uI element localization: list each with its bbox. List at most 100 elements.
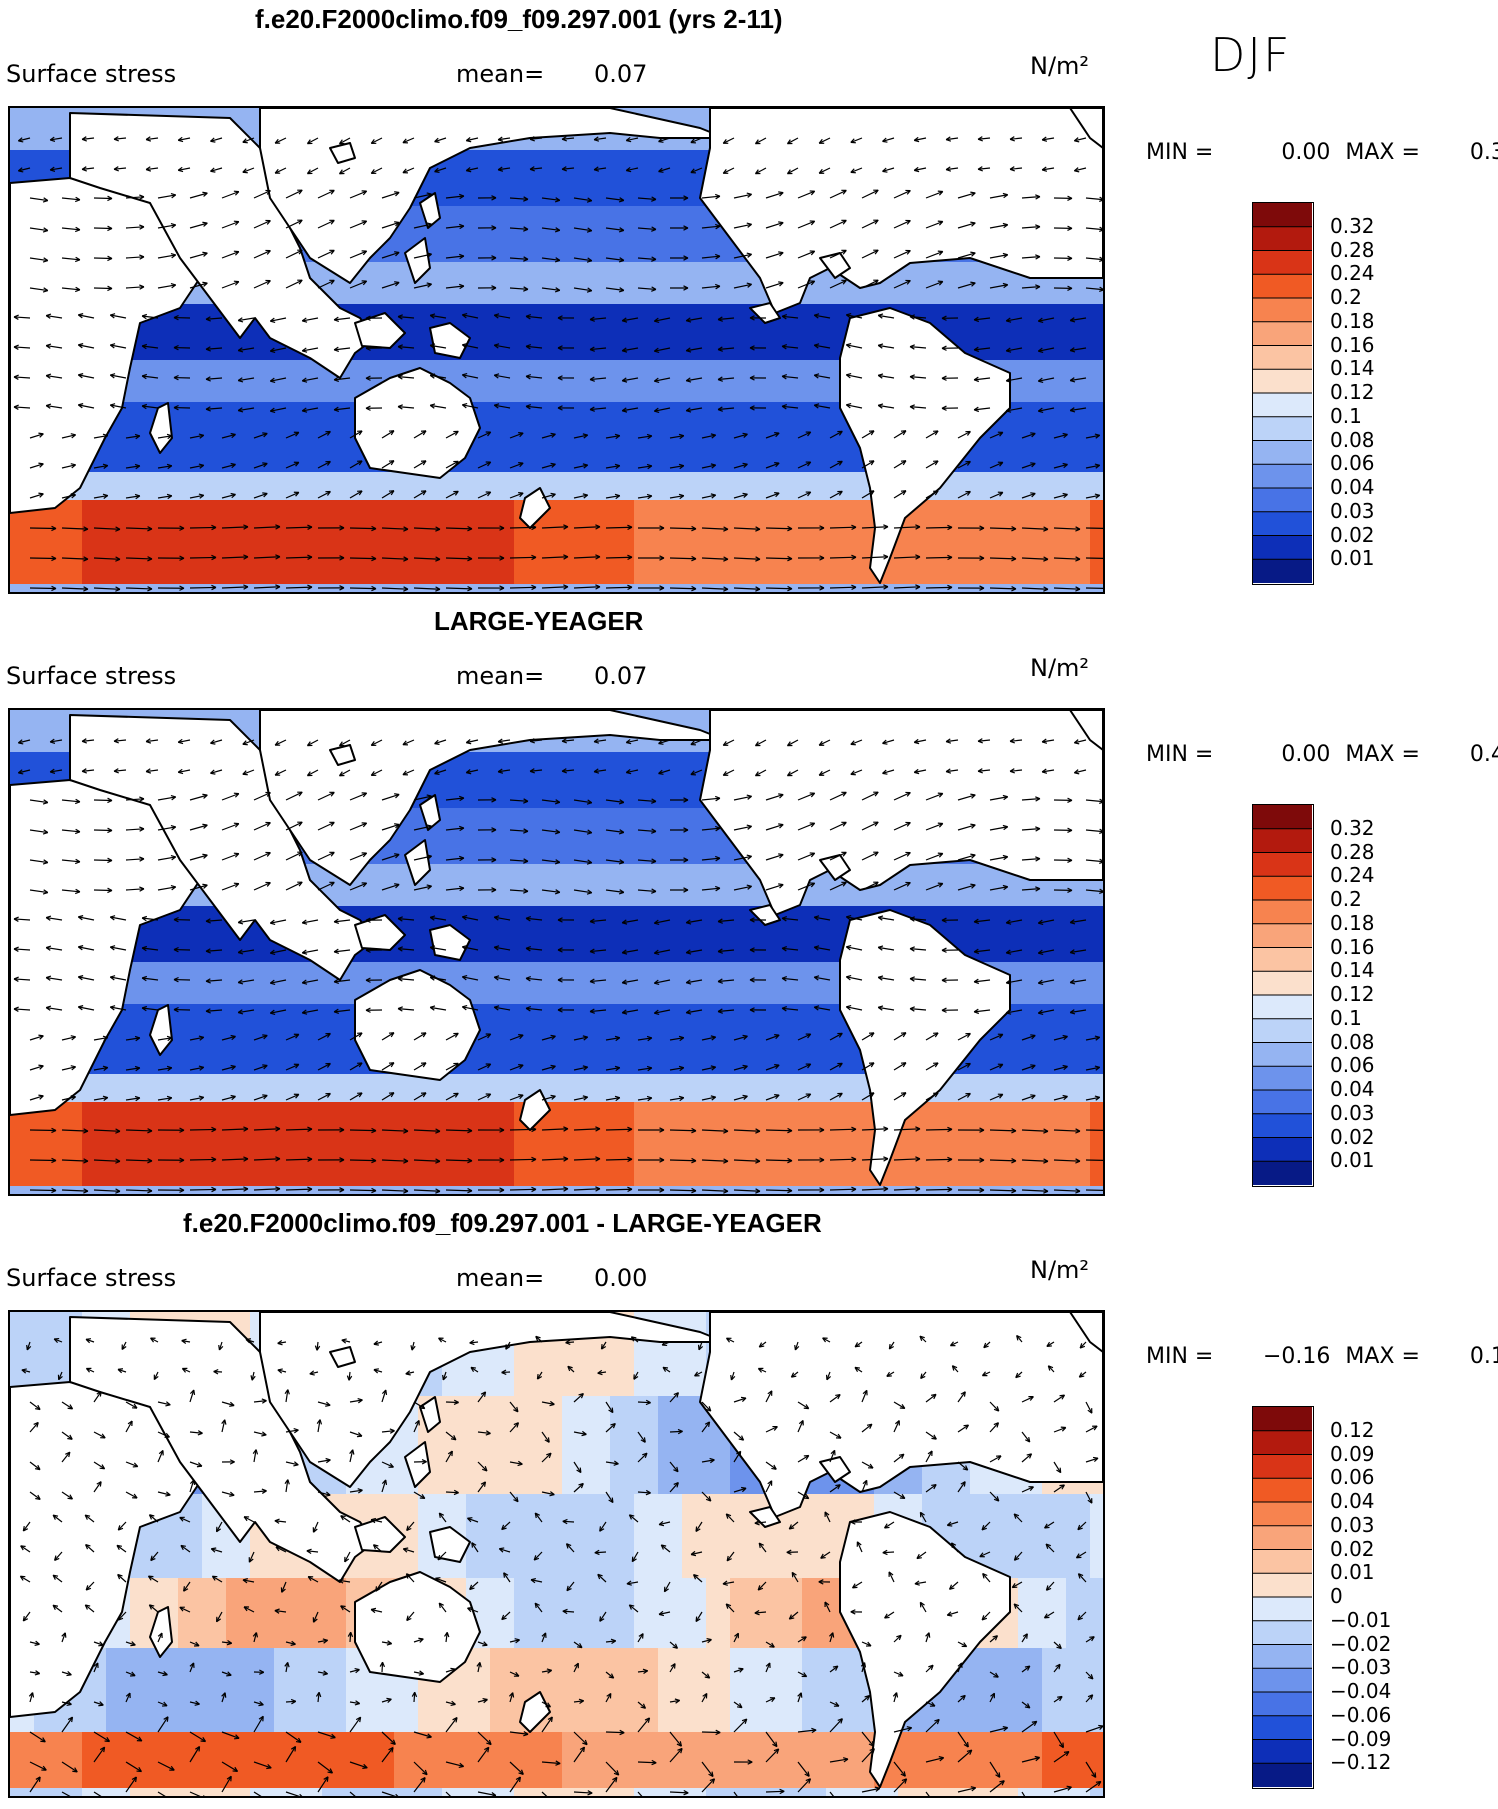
colorbar-tick-label: 0.03 xyxy=(1330,1100,1375,1125)
wind-stress-vector xyxy=(493,975,511,981)
wind-stress-vector xyxy=(1037,1009,1055,1015)
stress-cell xyxy=(442,1382,467,1397)
wind-stress-vector xyxy=(813,915,831,921)
wind-stress-vector xyxy=(621,949,639,955)
wind-stress-vector xyxy=(957,460,971,469)
stress-cell xyxy=(490,1074,515,1089)
stress-cell xyxy=(586,836,611,851)
wind-stress-vector xyxy=(237,347,255,353)
stress-cell xyxy=(538,1074,563,1089)
wind-stress-vector xyxy=(829,430,843,439)
wind-stress-vector xyxy=(525,314,543,320)
stress-cell xyxy=(994,276,1019,291)
wind-stress-vector xyxy=(301,317,319,323)
stress-cell xyxy=(226,346,251,361)
stress-cell xyxy=(1018,556,1043,571)
wind-stress-vector xyxy=(1005,979,1023,985)
wind-stress-vector xyxy=(1021,224,1041,230)
wind-stress-vector xyxy=(733,432,748,439)
stress-cell xyxy=(298,444,323,459)
colorbar-swatch xyxy=(1253,1042,1312,1067)
wind-stress-vector xyxy=(285,881,303,891)
wind-stress-vector xyxy=(541,584,569,590)
season-label: DJF xyxy=(1210,28,1292,82)
stress-cell xyxy=(970,1130,995,1145)
stress-cell xyxy=(346,570,371,585)
stress-cell xyxy=(922,1144,947,1159)
stress-cell xyxy=(1018,1032,1043,1047)
stress-cell xyxy=(754,346,779,361)
wind-stress-vector xyxy=(909,916,927,922)
wind-stress-vector xyxy=(381,1062,395,1071)
wind-stress-vector xyxy=(877,403,895,409)
stress-cell xyxy=(970,304,995,319)
stress-cell xyxy=(466,332,491,347)
stress-cell xyxy=(130,346,155,361)
wind-stress-vector xyxy=(977,768,991,774)
wind-stress-vector xyxy=(29,197,49,203)
stress-cell xyxy=(298,1144,323,1159)
stress-cell xyxy=(754,1144,779,1159)
stress-cell xyxy=(178,1032,203,1047)
stress-cell xyxy=(490,220,515,235)
wind-stress-vector xyxy=(29,1034,44,1041)
wind-stress-vector xyxy=(685,377,703,383)
wind-stress-vector xyxy=(733,854,752,861)
stress-cell xyxy=(1042,1004,1067,1019)
stress-cell xyxy=(514,164,539,179)
wind-stress-vector xyxy=(365,315,383,321)
wind-stress-vector xyxy=(221,1126,249,1132)
stress-cell xyxy=(154,934,179,949)
stress-cell xyxy=(610,934,635,949)
wind-stress-vector xyxy=(1021,856,1041,862)
wind-stress-vector xyxy=(317,249,335,259)
wind-stress-vector xyxy=(625,136,639,143)
stress-cell xyxy=(850,290,875,305)
stress-cell xyxy=(1066,1144,1091,1159)
wind-stress-vector xyxy=(157,555,185,561)
stress-cell xyxy=(514,290,539,305)
stress-cell xyxy=(562,332,587,347)
wind-stress-vector xyxy=(365,977,383,983)
wind-stress-vector xyxy=(429,373,447,379)
stress-cell xyxy=(682,1130,707,1145)
wind-stress-vector xyxy=(269,377,287,383)
stress-cell xyxy=(706,332,731,347)
stress-cell xyxy=(34,108,59,123)
stress-cell xyxy=(250,556,275,571)
stress-cell xyxy=(1090,304,1103,319)
wind-stress-vector xyxy=(445,430,459,439)
stress-cell xyxy=(658,1368,683,1383)
stress-cell xyxy=(1066,892,1091,907)
stress-cell xyxy=(178,976,203,991)
wind-stress-vector xyxy=(989,884,1009,891)
stress-cell xyxy=(658,864,683,879)
stress-cell xyxy=(490,248,515,263)
wind-stress-vector xyxy=(253,432,268,439)
wind-stress-vector xyxy=(765,1187,793,1194)
stress-cell xyxy=(202,542,227,557)
stress-cell xyxy=(994,430,1019,445)
stress-cell xyxy=(226,528,251,543)
stress-cell xyxy=(778,542,803,557)
stress-cell xyxy=(154,1130,179,1145)
stress-cell xyxy=(1066,962,1091,977)
stress-cell xyxy=(730,430,755,445)
stress-cell xyxy=(730,374,755,389)
stress-cell xyxy=(10,1312,35,1327)
stress-cell xyxy=(634,780,659,795)
wind-stress-vector xyxy=(1053,432,1068,439)
wind-stress-vector xyxy=(754,137,767,145)
stress-cell xyxy=(682,920,707,935)
wind-stress-vector xyxy=(653,979,671,985)
stress-cell xyxy=(1066,528,1091,543)
stress-cell xyxy=(610,514,635,529)
wind-stress-vector xyxy=(561,136,575,142)
stress-cell xyxy=(610,402,635,417)
stress-cell xyxy=(682,458,707,473)
stress-cell xyxy=(178,1074,203,1089)
stress-cell xyxy=(154,556,179,571)
wind-stress-vector xyxy=(157,1095,173,1102)
wind-stress-vector xyxy=(237,317,255,323)
stress-cell xyxy=(610,1130,635,1145)
